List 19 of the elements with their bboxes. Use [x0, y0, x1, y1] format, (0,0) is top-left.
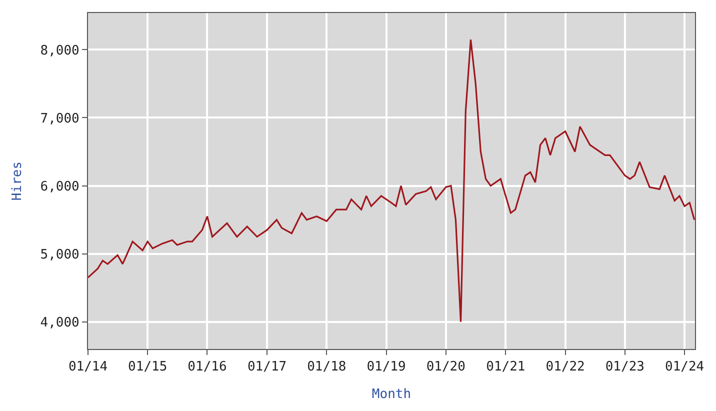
y-axis-title: Hires: [10, 161, 26, 201]
x-tick-label: 01/17: [247, 360, 287, 375]
x-tick-label: 01/22: [546, 360, 585, 375]
x-tick-label: 01/21: [486, 360, 526, 375]
line-series: [88, 38, 695, 323]
x-axis-title: Month: [372, 387, 412, 402]
x-tick-label: 01/24: [664, 360, 704, 375]
y-tick-label: 6,000: [40, 179, 80, 194]
x-tick-label: 01/19: [366, 360, 406, 375]
x-tick-label: 01/16: [188, 360, 227, 375]
y-tick-label: 4,000: [40, 315, 80, 330]
x-tick-label: 01/15: [128, 360, 168, 375]
y-tick-label: 5,000: [40, 247, 80, 262]
y-tick-label: 8,000: [40, 43, 80, 58]
x-tick-label: 01/23: [605, 360, 644, 375]
x-tick-label: 01/20: [426, 360, 466, 375]
y-tick-label: 7,000: [40, 111, 80, 126]
x-tick-label: 01/14: [68, 360, 108, 375]
x-tick-label: 01/18: [307, 360, 346, 375]
